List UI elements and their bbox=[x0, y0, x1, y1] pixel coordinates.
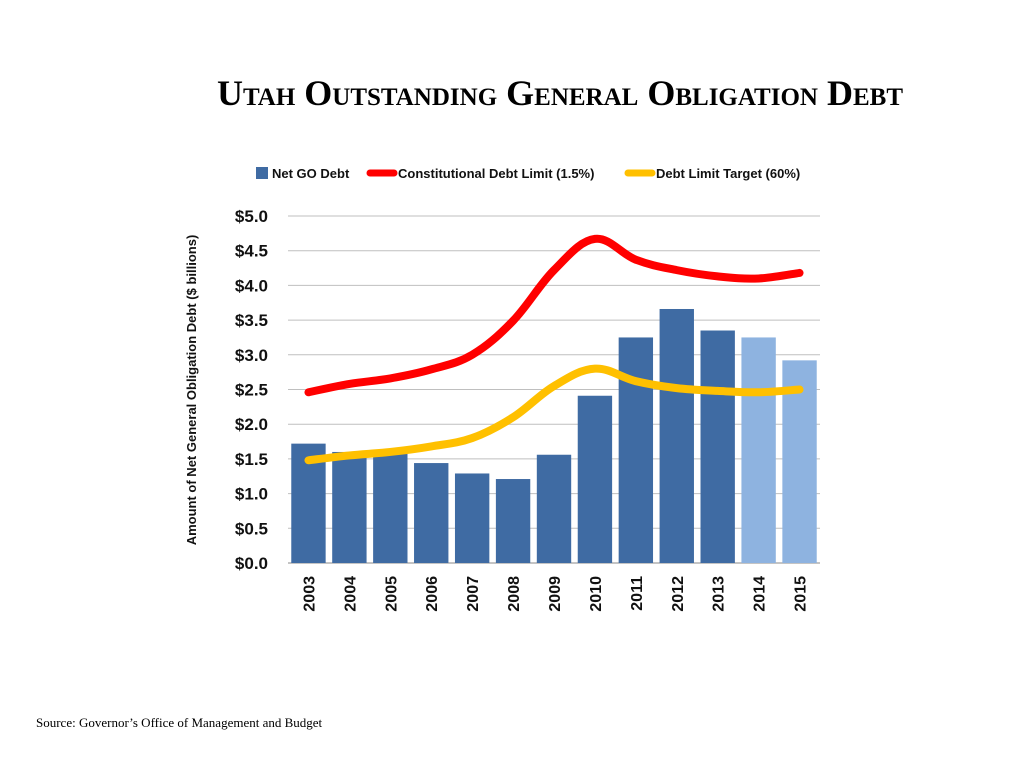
bar-2009 bbox=[536, 454, 572, 563]
debt-chart: Net GO Debt Constitutional Debt Limit (1.… bbox=[184, 166, 820, 612]
bar-2010 bbox=[577, 395, 613, 563]
bar-2013 bbox=[700, 330, 735, 563]
bar-2012 bbox=[659, 308, 694, 563]
y-tick-label: $2.5 bbox=[235, 381, 268, 400]
chart-lines bbox=[304, 234, 804, 465]
bar-2006 bbox=[414, 463, 449, 563]
y-tick-label: $4.5 bbox=[235, 242, 268, 261]
y-tick-label: $1.5 bbox=[235, 450, 268, 469]
x-tick-label: 2008 bbox=[506, 576, 523, 612]
bar-2014 bbox=[741, 337, 776, 563]
chart-bars bbox=[291, 308, 817, 563]
x-tick-label: 2007 bbox=[465, 576, 482, 612]
legend-label: Constitutional Debt Limit (1.5%) bbox=[398, 166, 594, 181]
x-tick-label: 2011 bbox=[629, 576, 646, 611]
x-tick-label: 2015 bbox=[793, 576, 810, 612]
y-tick-label: $2.0 bbox=[235, 415, 268, 434]
x-tick-label: 2005 bbox=[383, 576, 400, 612]
y-tick-label: $4.0 bbox=[235, 276, 268, 295]
y-axis-ticks: $0.0 $0.5 $1.0 $1.5 $2.0 $2.5 $3.0 $3.5 $4.0 $4.5… bbox=[235, 207, 268, 573]
bar-2007 bbox=[454, 473, 490, 563]
chart-legend: Net GO Debt Constitutional Debt Limit (1.… bbox=[256, 166, 800, 181]
x-tick-label: 2012 bbox=[670, 576, 687, 612]
bar-2004 bbox=[332, 451, 367, 563]
x-tick-label: 2014 bbox=[752, 576, 769, 612]
source-note: Source: Governor’s Office of Management … bbox=[36, 715, 323, 730]
y-tick-label: $1.0 bbox=[235, 485, 268, 504]
target-limit-line bbox=[304, 364, 804, 465]
x-tick-label: 2004 bbox=[342, 576, 359, 612]
bar-2011 bbox=[618, 337, 654, 563]
legend-swatch-net-go-debt bbox=[256, 167, 268, 179]
y-tick-label: $3.0 bbox=[235, 346, 268, 365]
slide-title: Utah Outstanding General Obligation Debt bbox=[216, 73, 903, 113]
legend-label: Net GO Debt bbox=[272, 166, 350, 181]
bar-2005 bbox=[373, 451, 408, 563]
bar-2008 bbox=[495, 479, 531, 563]
x-tick-label: 2006 bbox=[424, 576, 441, 612]
y-axis-title: Amount of Net General Obligation Debt ($… bbox=[184, 235, 199, 546]
x-tick-label: 2003 bbox=[301, 576, 318, 612]
y-tick-label: $5.0 bbox=[235, 207, 268, 226]
y-tick-label: $0.0 bbox=[235, 554, 268, 573]
y-tick-label: $0.5 bbox=[235, 519, 268, 538]
x-tick-label: 2009 bbox=[547, 576, 564, 612]
y-tick-label: $3.5 bbox=[235, 311, 268, 330]
x-tick-label: 2010 bbox=[588, 576, 605, 612]
legend-label: Debt Limit Target (60%) bbox=[656, 166, 800, 181]
x-axis-ticks: 2003 2004 2005 2006 2007 2008 2009 2010 2011 2012… bbox=[301, 576, 809, 612]
constitutional-limit-line bbox=[304, 234, 804, 397]
x-tick-label: 2013 bbox=[711, 576, 728, 612]
